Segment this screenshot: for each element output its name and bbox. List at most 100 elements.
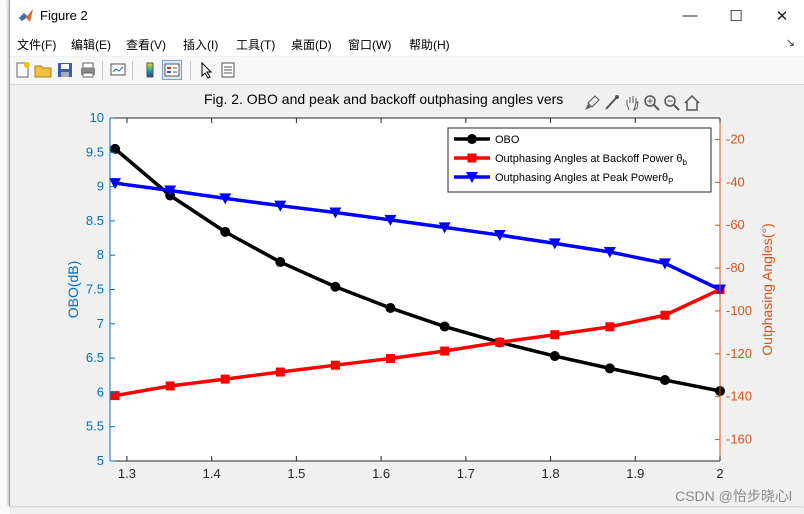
menu-help[interactable]: 帮助(H)	[409, 38, 450, 52]
data-point	[440, 346, 450, 356]
maximize-button[interactable]: ☐	[729, 7, 743, 25]
legend-entry-subscript: b	[683, 158, 688, 167]
left-y-tick-label: 6	[97, 384, 104, 399]
legend-entry-label: Outphasing Angles at Backoff Power θb	[495, 153, 688, 167]
data-point	[329, 207, 342, 219]
x-tick-label: 1.4	[203, 466, 221, 481]
left-y-tick-label: 7	[97, 316, 104, 331]
new-figure-icon[interactable]	[14, 61, 32, 79]
series-line	[114, 181, 721, 292]
data-point	[604, 363, 615, 374]
legend-marker-sample	[467, 134, 477, 144]
data-point	[438, 222, 451, 234]
right-y-tick-label: -40	[726, 174, 745, 189]
data-point	[109, 178, 122, 190]
data-point	[219, 193, 232, 205]
right-y-axis-label: Outphasing Angles(°)	[759, 223, 775, 355]
zoom-out-icon[interactable]	[663, 94, 681, 112]
print-icon[interactable]	[79, 61, 97, 79]
insert-legend-icon[interactable]	[162, 60, 182, 80]
watermark-text: CSDN @怡步晓心l	[675, 488, 792, 504]
data-point	[385, 303, 396, 314]
left-y-tick-label: 5.5	[86, 419, 104, 434]
data-point	[548, 238, 561, 250]
matlab-logo-icon	[19, 9, 33, 22]
legend-entry-text: Outphasing Angles at Backoff Power θ	[495, 153, 683, 165]
x-tick-label: 1.6	[372, 466, 390, 481]
right-y-tick-label: -80	[726, 260, 745, 275]
home-icon[interactable]	[683, 94, 701, 112]
left-y-axis-label: OBO(dB)	[65, 261, 81, 319]
data-point	[550, 330, 560, 340]
figure-toolbar	[10, 57, 804, 85]
menu-overflow-arrow-icon[interactable]: ↘	[785, 37, 795, 49]
data-point	[605, 322, 615, 332]
data-point	[275, 257, 286, 268]
left-y-tick-label: 9.5	[86, 144, 104, 159]
data-point	[330, 281, 341, 292]
left-y-tick-label: 8	[97, 247, 104, 262]
close-button[interactable]: ✕	[775, 7, 789, 25]
menu-desktop[interactable]: 桌面(D)	[291, 38, 332, 52]
x-tick-label: 1.7	[457, 466, 475, 481]
data-point	[658, 258, 671, 270]
x-tick-label: 1.3	[118, 466, 136, 481]
data-point	[330, 360, 340, 370]
series-line	[113, 147, 721, 393]
menu-insert[interactable]: 插入(I)	[183, 38, 219, 52]
series-3	[109, 178, 726, 296]
right-y-tick-label: -60	[726, 217, 745, 232]
data-point	[165, 381, 175, 391]
data-point	[660, 310, 670, 320]
series-1	[110, 143, 725, 397]
menu-window[interactable]: 窗口(W)	[348, 38, 392, 52]
menu-tools[interactable]: 工具(T)	[236, 38, 276, 52]
menu-view[interactable]: 查看(V)	[126, 38, 166, 52]
legend-marker-sample	[467, 153, 477, 163]
edit-plot-arrow-icon[interactable]	[197, 61, 215, 79]
menu-bar: 文件(F) 编辑(E) 查看(V) 插入(I) 工具(T) 桌面(D) 窗口(W…	[10, 31, 804, 56]
right-y-tick-label: -140	[726, 389, 752, 404]
data-point	[439, 321, 450, 332]
data-point	[110, 143, 121, 154]
insert-colorbar-icon[interactable]	[141, 61, 159, 79]
right-y-tick-label: -120	[726, 346, 752, 361]
open-file-icon[interactable]	[34, 61, 52, 79]
data-point	[110, 391, 120, 401]
brush-icon[interactable]	[583, 94, 601, 112]
left-y-tick-label: 5	[97, 453, 104, 468]
menu-edit[interactable]: 编辑(E)	[71, 38, 111, 52]
window-title: Figure 2	[40, 8, 88, 23]
data-point	[384, 214, 397, 226]
zoom-in-icon[interactable]	[643, 94, 661, 112]
save-icon[interactable]	[56, 61, 74, 79]
legend-entry-subscript: P	[668, 177, 673, 186]
right-y-tick-label: -160	[726, 432, 752, 447]
data-point	[495, 337, 505, 347]
right-y-tick-label: -20	[726, 131, 745, 146]
legend-marker-sample	[466, 172, 478, 183]
legend-entry-label: Outphasing Angles at Peak PowerθP	[495, 172, 673, 186]
pan-icon[interactable]	[623, 94, 641, 112]
menu-file[interactable]: 文件(F)	[17, 38, 57, 52]
data-point	[274, 200, 287, 212]
minimize-button[interactable]: —	[682, 7, 698, 24]
title-bar: Figure 2 — ☐ ✕	[10, 0, 804, 31]
left-y-tick-label: 9	[97, 179, 104, 194]
data-point	[385, 354, 395, 364]
legend-entry-label: OBO	[495, 134, 520, 146]
data-point	[220, 374, 230, 384]
data-point	[659, 375, 670, 386]
data-point	[493, 230, 506, 242]
data-tips-icon[interactable]	[603, 94, 621, 112]
x-tick-label: 1.8	[542, 466, 560, 481]
legend-entry-text: OBO	[495, 134, 520, 146]
x-tick-label: 1.5	[287, 466, 305, 481]
link-plot-icon[interactable]	[109, 61, 127, 79]
legend[interactable]: OBO Outphasing Angles at Backoff Power θb…	[447, 127, 712, 193]
data-point	[164, 185, 177, 197]
data-point	[549, 351, 560, 362]
left-y-tick-label: 7.5	[86, 282, 104, 297]
property-inspector-icon[interactable]	[219, 61, 237, 79]
